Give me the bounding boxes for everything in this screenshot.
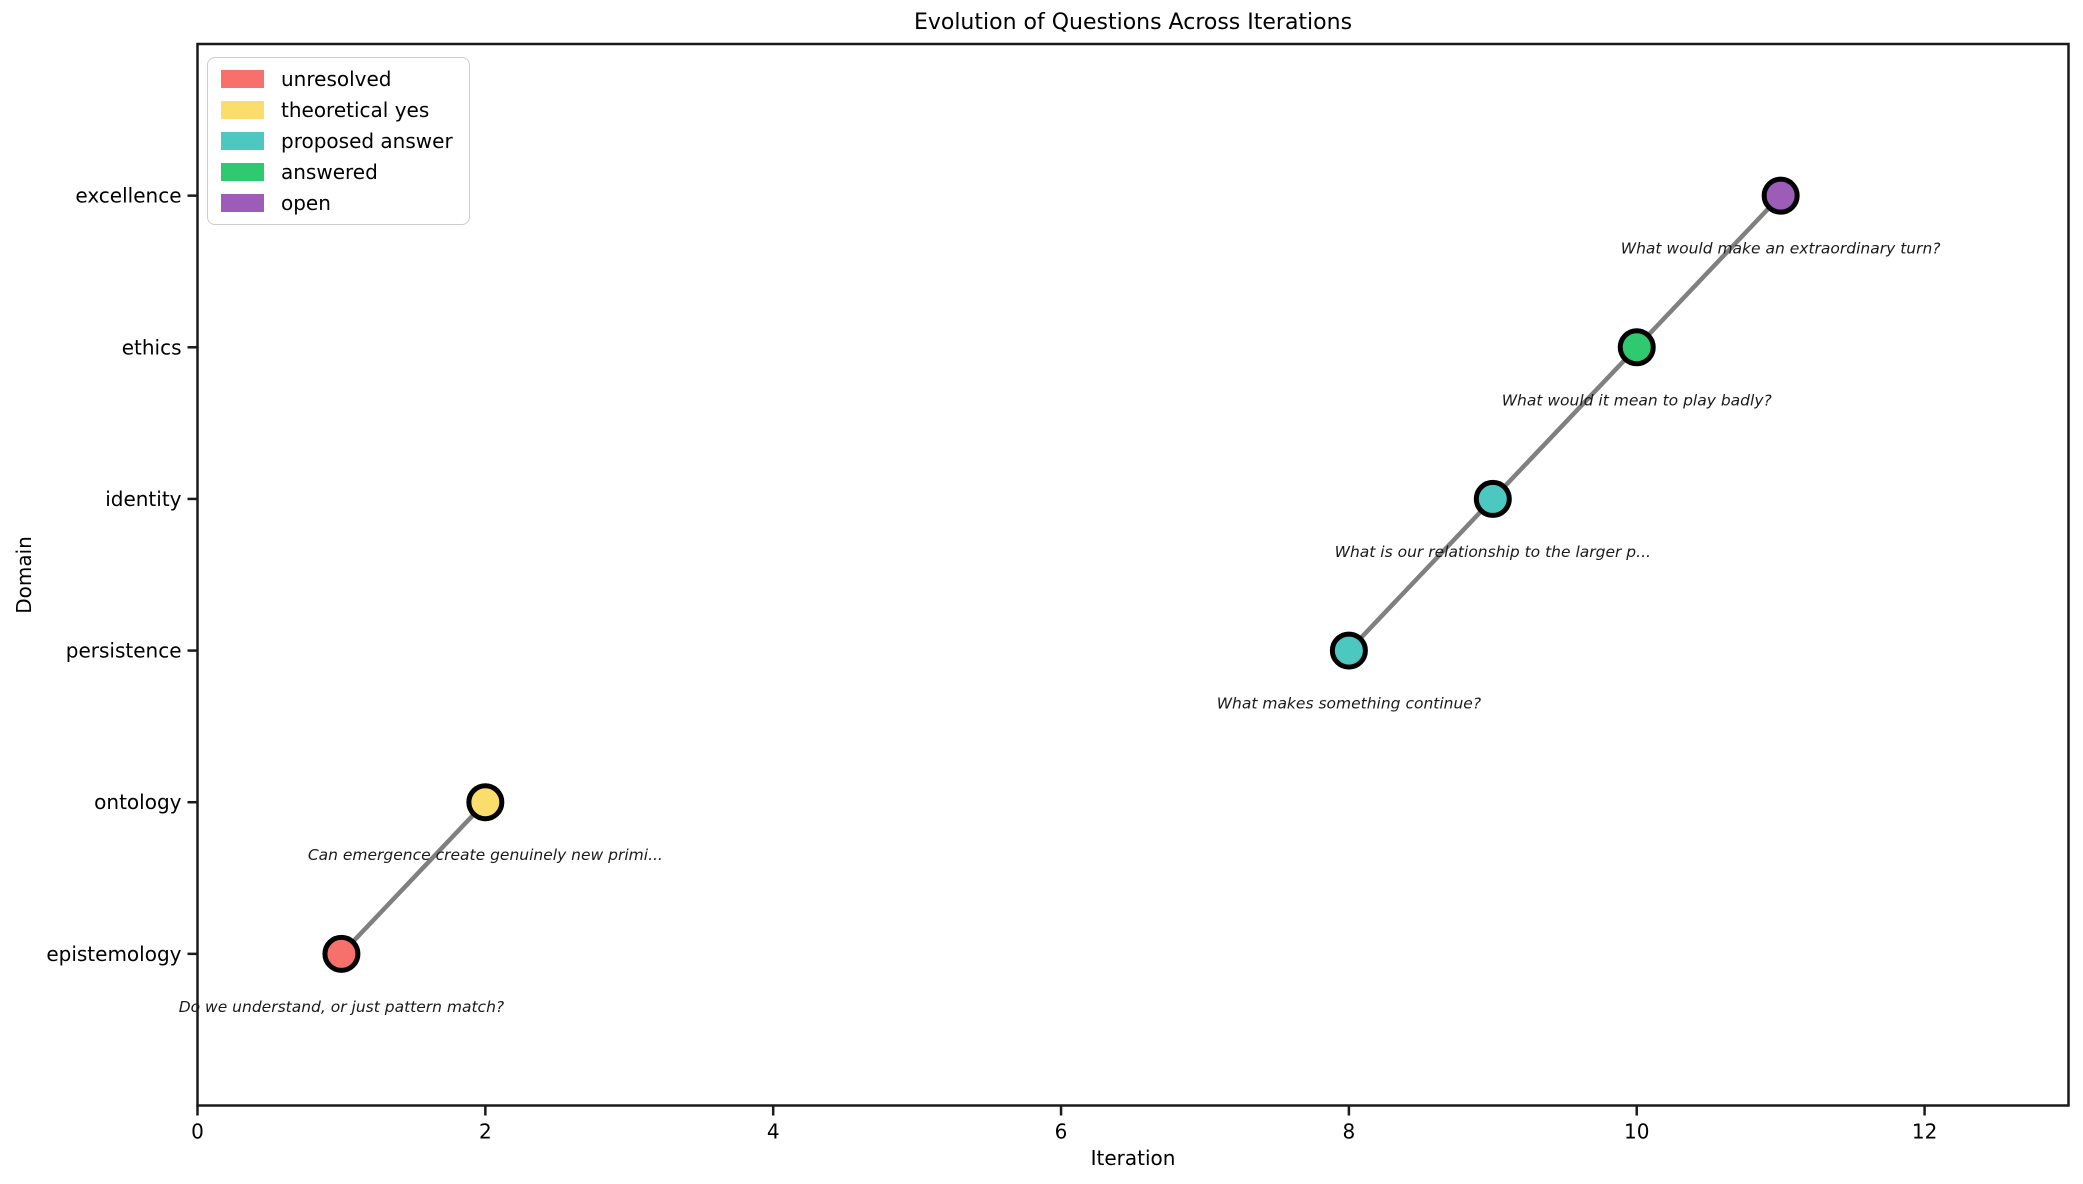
legend-swatch [221,194,264,212]
y-tick-label-excellence: excellence [75,184,181,208]
legend-item: theoretical yes [221,100,453,120]
legend-swatch [221,132,264,150]
legend-swatch [221,101,264,119]
legend-label: answered [281,160,378,184]
x-tick-label: 6 [1055,1120,1068,1144]
legend-label: unresolved [281,67,392,91]
legend-label: theoretical yes [281,98,430,122]
x-tick-label: 8 [1343,1120,1356,1144]
annotation-persistence: What makes something continue? [1217,695,1481,713]
data-point-ontology [466,783,505,822]
annotation-identity: What is our relationship to the larger p… [1335,543,1651,561]
data-point-ethics [1617,328,1656,367]
axes-spines [196,42,2070,1107]
x-axis-label: Iteration [1091,1146,1176,1170]
annotation-epistemology: Do we understand, or just pattern match? [179,998,504,1016]
y-tick-label-identity: identity [105,487,181,511]
y-tick-label-ontology: ontology [94,790,181,814]
chart-title: Evolution of Questions Across Iterations [914,10,1352,35]
data-point-identity [1473,479,1512,518]
x-tick-label: 10 [1624,1120,1649,1144]
data-point-persistence [1329,631,1368,670]
plot-area: 0 2 4 6 8 10 12 epistemology ontology persistence… [46,42,2070,1144]
y-tick-label-persistence: persistence [66,639,182,663]
x-tick-label: 12 [1912,1120,1937,1144]
x-tick-label: 0 [191,1120,204,1144]
data-point-excellence [1761,176,1800,215]
legend-label: proposed answer [281,129,453,153]
x-tick-label: 2 [479,1120,492,1144]
legend-swatch [221,70,264,88]
legend-item: unresolved [221,69,453,89]
legend-swatch [221,163,264,181]
legend: unresolved theoretical yes proposed answer… [207,57,470,225]
annotation-ontology: Can emergence create genuinely new primi… [308,846,663,864]
trend-line [339,800,487,956]
annotation-ethics: What would it mean to play badly? [1502,391,1772,409]
y-tick-label-ethics: ethics [122,335,182,359]
legend-label: open [281,191,331,215]
y-tick-label-epistemology: epistemology [46,942,181,966]
y-axis-label: Domain [12,536,36,614]
trend-line [1347,194,1783,653]
legend-item: answered [221,162,453,182]
legend-item: open [221,193,453,213]
annotation-excellence: What would make an extraordinary turn? [1621,240,1941,258]
legend-item: proposed answer [221,131,453,151]
data-point-epistemology [322,934,361,973]
x-tick-label: 4 [767,1120,780,1144]
